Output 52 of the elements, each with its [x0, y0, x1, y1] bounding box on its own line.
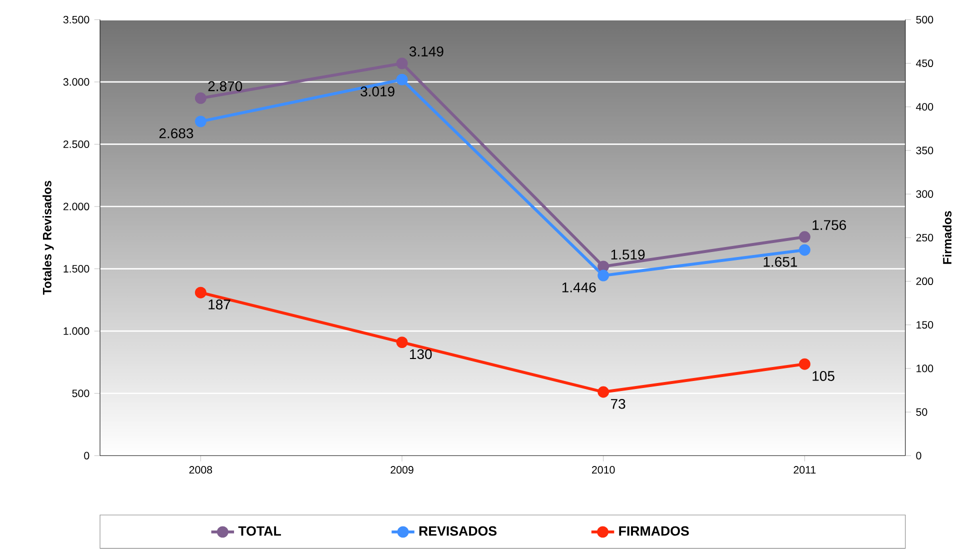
data-label: 130 [410, 349, 432, 360]
legend-label: REVISADOS [419, 526, 497, 536]
y-axis-title: Totales y Revisados [42, 180, 54, 295]
y-tick-label: 1.500 [64, 265, 90, 273]
data-label: 187 [208, 300, 230, 310]
point [396, 58, 408, 70]
point [598, 270, 610, 282]
point [194, 92, 206, 104]
data-label: 2.683 [159, 128, 194, 138]
point [598, 260, 610, 272]
y2-tick-label: 0 [916, 452, 922, 460]
data-label: 1.651 [764, 256, 798, 267]
data-label: 1.446 [562, 282, 596, 292]
data-label: 3.019 [360, 86, 394, 96]
point [194, 116, 206, 128]
y-tick-label: 0 [84, 452, 90, 460]
y2-tick-label: 450 [916, 59, 934, 68]
y2-tick-label: 150 [916, 321, 934, 329]
point [396, 74, 408, 86]
y-tick-label: 500 [72, 390, 90, 398]
point [396, 336, 408, 348]
x-tick-label: 2008 [189, 466, 212, 474]
y-tick-label: 2.500 [63, 140, 90, 148]
y2-axis-title: Firmados [942, 211, 952, 264]
y2-tick-label: 200 [916, 277, 934, 286]
data-label: 73 [610, 398, 626, 409]
y2-tick-label: 100 [916, 364, 934, 372]
point [598, 386, 610, 398]
y2-tick-label: 250 [916, 234, 934, 242]
y2-tick-label: 300 [916, 190, 934, 198]
data-label: 3.149 [409, 46, 444, 56]
y-tick-label: 1.000 [64, 327, 90, 335]
point [798, 358, 810, 370]
y2-tick-label: 350 [916, 146, 934, 154]
y-tick-label: 2.000 [63, 202, 90, 210]
y-tick-label: 3.000 [63, 78, 90, 86]
legend-label: TOTAL [238, 526, 281, 536]
x-tick-label: 2009 [390, 466, 414, 474]
y2-tick-label: 400 [916, 103, 934, 111]
data-label: 1.756 [812, 220, 846, 230]
legend-label: FIRMADOS [619, 526, 689, 536]
y-tick-label: 3.500 [63, 16, 90, 24]
y2-tick-label: 50 [916, 408, 928, 416]
data-label: 105 [812, 371, 834, 381]
data-label: 2.870 [208, 81, 242, 92]
x-tick-label: 2011 [794, 466, 816, 474]
y2-tick-label: 500 [916, 16, 934, 24]
point [194, 286, 206, 298]
point [798, 231, 810, 243]
data-label: 1.519 [611, 250, 645, 260]
x-tick-label: 2010 [592, 466, 615, 474]
point [798, 244, 810, 256]
